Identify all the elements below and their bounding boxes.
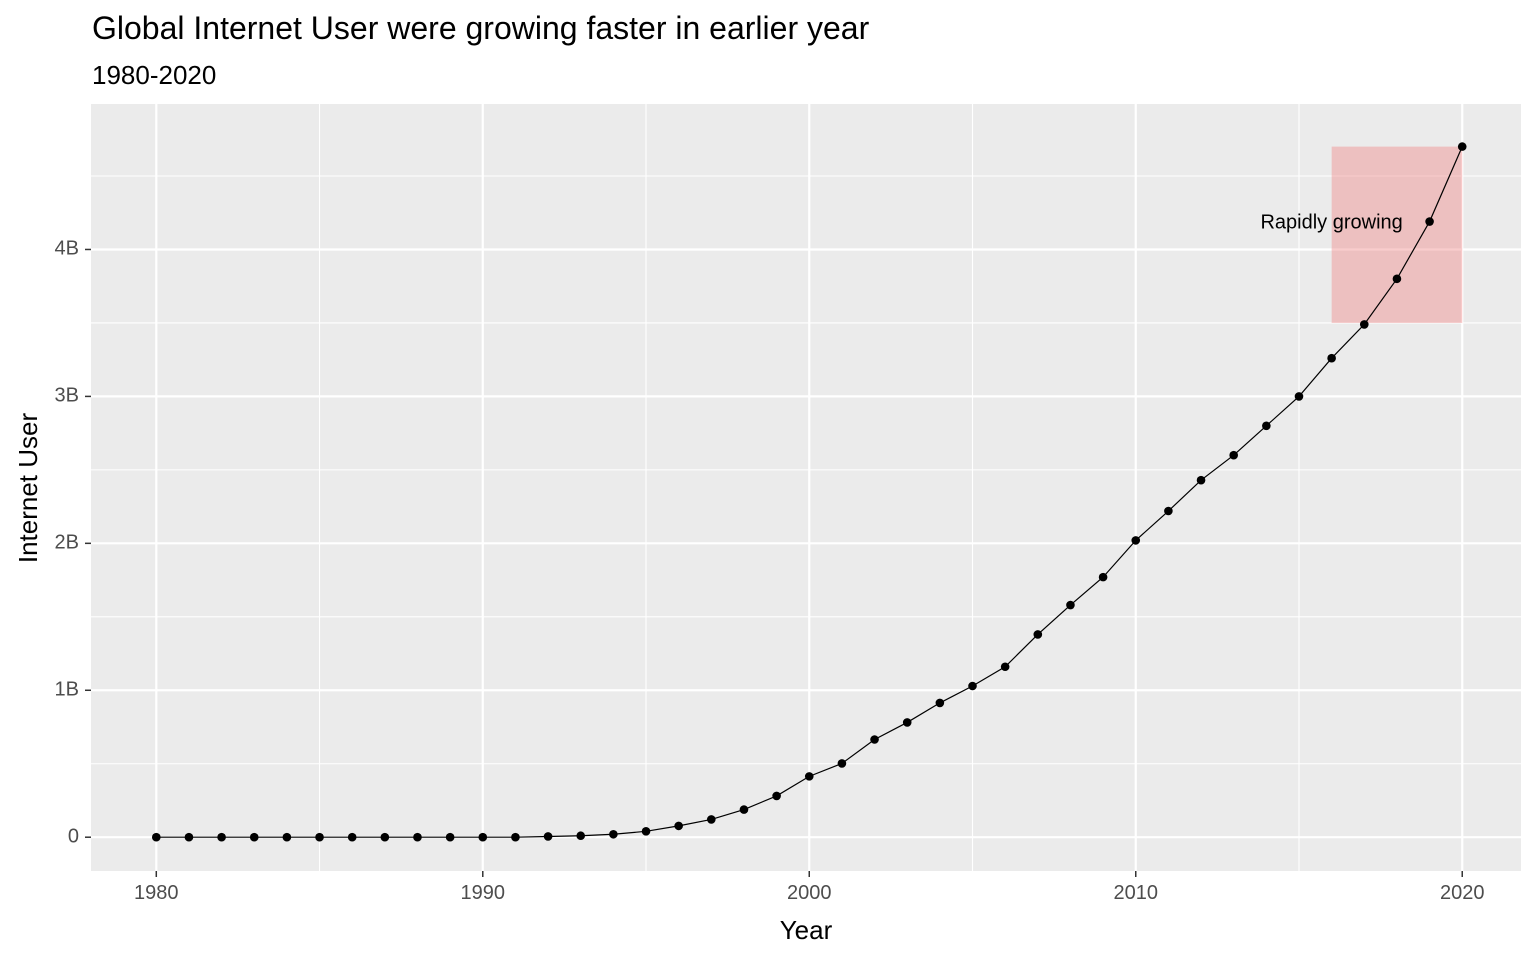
- data-point: [1262, 421, 1271, 431]
- data-point: [1196, 475, 1206, 485]
- data-point: [1131, 536, 1141, 545]
- data-point: [935, 698, 945, 708]
- data-point: [184, 832, 194, 842]
- data-point: [772, 791, 781, 801]
- x-tick-label: 1990: [461, 882, 506, 904]
- data-point: [1229, 450, 1238, 460]
- data-point: [804, 772, 814, 781]
- data-point: [380, 832, 390, 842]
- y-tick-label: 1B: [55, 679, 79, 701]
- data-point: [609, 829, 618, 839]
- x-axis: 1980 1990 2000 2010 2020: [134, 871, 1484, 904]
- data-point: [478, 832, 488, 842]
- data-point: [1098, 572, 1108, 582]
- data-point: [1392, 274, 1402, 284]
- annotation-layer: Rapidly growing: [1260, 211, 1402, 233]
- data-point: [707, 815, 716, 824]
- x-axis-title: Year: [780, 915, 833, 945]
- data-point: [641, 827, 651, 836]
- data-point: [543, 832, 553, 841]
- data-point: [413, 832, 422, 842]
- data-point: [282, 832, 292, 842]
- data-point: [1457, 142, 1467, 151]
- data-point: [445, 832, 455, 842]
- annotation-label: Rapidly growing: [1260, 211, 1402, 233]
- data-points: [151, 142, 1467, 842]
- minor-gridlines: [91, 104, 1521, 871]
- y-tick-label: 4B: [55, 238, 79, 260]
- y-tick-label: 2B: [55, 532, 79, 554]
- data-point: [968, 681, 977, 691]
- data-point: [674, 821, 683, 831]
- chart-subtitle: 1980-2020: [92, 60, 217, 90]
- data-point: [151, 832, 161, 842]
- data-point: [347, 832, 357, 842]
- data-point: [1327, 353, 1336, 363]
- data-point: [870, 735, 879, 744]
- data-point: [1359, 320, 1369, 329]
- data-point: [1164, 506, 1173, 516]
- data-point: [315, 832, 324, 842]
- highlight-layer: [1331, 146, 1463, 323]
- data-point: [1066, 600, 1075, 610]
- y-axis: 0 1B 2B 3B 4B: [55, 238, 91, 847]
- data-point: [511, 832, 520, 842]
- data-point: [249, 832, 259, 842]
- x-tick-label: 1980: [134, 882, 179, 904]
- y-tick-label: 3B: [55, 385, 79, 407]
- x-tick-label: 2010: [1113, 882, 1158, 904]
- data-point: [1000, 662, 1010, 672]
- plot-panel: [91, 104, 1521, 871]
- x-tick-label: 2000: [787, 882, 832, 904]
- data-point: [217, 832, 226, 842]
- data-point: [902, 718, 912, 727]
- data-point: [576, 831, 586, 841]
- y-axis-title: Internet User: [13, 413, 43, 564]
- data-point: [1425, 217, 1434, 226]
- data-point: [1294, 392, 1304, 401]
- chart-title: Global Internet User were growing faster…: [92, 10, 870, 46]
- y-tick-label: 0: [68, 825, 79, 847]
- highlight-rect: [1331, 146, 1463, 323]
- data-point: [837, 759, 847, 768]
- data-point: [739, 805, 749, 814]
- x-tick-label: 2020: [1440, 882, 1485, 904]
- data-point: [1033, 630, 1043, 639]
